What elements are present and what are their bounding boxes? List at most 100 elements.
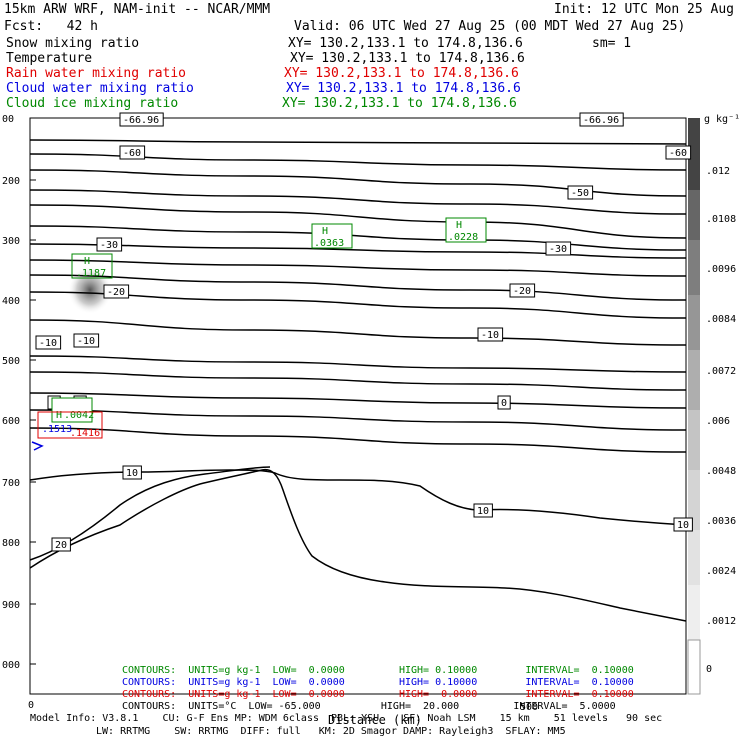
temperature-contour-line [29,139,687,145]
extremum-box [445,217,487,243]
contour-label-box [497,395,511,410]
contour-label: -66.96 [123,115,159,126]
pressure-tick-label: 600 [2,416,20,427]
temperature-contour-line [29,392,687,409]
pressure-tick-label: 400 [2,296,20,307]
extremum-box [311,223,353,249]
x-tick-label: 500 [520,702,538,713]
contour-20-line [29,466,271,561]
contour-label: -10 [77,336,95,347]
extremum-value: .0042 [64,410,94,421]
model-info-line1: Model Info: V3.8.1 CU: G-F Ens MP: WDM 6… [30,713,663,724]
colorbar-tick-label: .0012 [706,616,736,627]
field-xy-snow: XY= 130.2,133.1 to 174.8,136.6 [288,36,523,51]
cloud-ice-max-1: H .0363 [311,223,353,249]
model-title: 15km ARW WRF, NAM-init -- NCAR/MMM [4,2,271,17]
colorbar-tick-label: .0024 [706,566,736,577]
contour-label-box [51,537,71,552]
extremum-value: .0363 [314,238,344,249]
temperature-contour-line [29,319,687,346]
field-name-cloudice: Cloud ice mixing ratio [6,96,179,111]
contour-spec-temperature: CONTOURS: UNITS=°C LOW= -65.000 HIGH= 20… [122,701,616,712]
contour-label-box [96,237,123,252]
extremum-value: .1187 [76,268,106,279]
pressure-tick-label: 200 [2,176,20,187]
colorbar-tick-label: .012 [706,166,730,177]
contour-label: 0 [501,398,507,409]
contour-label-box [473,503,493,518]
contour-label-box [509,283,536,298]
colorbar-tick-label: .0048 [706,466,736,477]
extremum-letter: H [322,226,328,237]
valid-time: Valid: 06 UTC Wed 27 Aug 25 (00 MDT Wed … [294,19,686,34]
pressure-tick-label: 900 [2,600,20,611]
extremum-letter: H [56,410,62,421]
pressure-tick-label: 00 [2,114,14,125]
terrain-line [29,468,687,622]
colorbar-tick-label: 0 [706,664,712,675]
field-xy-cloudwater: XY= 130.2,133.1 to 174.8,136.6 [286,81,521,96]
contour-label: 10 [477,506,489,517]
contour-label: 10 [126,468,138,479]
contour-label-box [35,335,62,350]
colorbar: g kg⁻¹ [687,114,740,695]
extremum-value: .1416 [70,428,100,439]
contour-label-box [477,327,504,342]
cloud-ice-max-4: H .0042 [51,397,94,423]
contour-label: -20 [107,287,125,298]
field-xy-cloudice: XY= 130.2,133.1 to 174.8,136.6 [282,96,517,111]
extremum-box [51,397,93,423]
field-name-temp: Temperature [6,51,93,66]
contour-spec-rain: CONTOURS: UNITS=g kg-1 LOW= 0.0000 HIGH=… [122,689,634,700]
temperature-contours [29,139,687,453]
colorbar-segment [688,295,700,350]
contour-label-box [579,112,624,127]
temperature-contour-line [29,189,687,215]
contour-label: 20 [55,540,67,551]
colorbar-ticks: .012 .0108 .0096 .0084 .0072 .006 .0048 .0036 .0… [706,166,736,675]
colorbar-segment [688,530,700,585]
model-info-line2: LW: RRTMG SW: RRTMG DIFF: full KM: 2D Sm… [96,726,566,737]
contour-label-box [567,185,594,200]
colorbar-tick-label: .006 [706,416,730,427]
contour-10-line [29,469,687,526]
contour-label: -50 [571,188,589,199]
cloud-water-contour-fragment [31,441,44,451]
contour-spec-cloudwater: CONTOURS: UNITS=g kg-1 LOW= 0.0000 HIGH=… [122,677,634,688]
contour-label: -10 [481,330,499,341]
x-axis: 0 500 Distance (km) [28,700,538,727]
contour-label-box [122,465,142,480]
rain-max-1: .1513 .1416 [37,411,103,439]
contour-label: -60 [123,148,141,159]
temperature-contour-line [29,204,687,239]
field-extra-snow: sm= 1 [592,36,632,51]
pressure-axis: 00 200 300 400 500 600 700 800 900 000 [2,114,36,671]
temperature-contour-line [29,274,687,301]
pressure-tick-label: 500 [2,356,20,367]
pressure-tick-label: 300 [2,236,20,247]
colorbar-segment [688,240,700,295]
colorbar-segment [688,585,700,640]
colorbar-segment [688,350,700,410]
temperature-contour-line [29,427,687,453]
field-name-snow: Snow mixing ratio [6,36,140,51]
cloud-ice-max-3: H .1187 [71,253,113,279]
contour-label: 10 [677,520,689,531]
contour-label-box [103,284,130,299]
extremum-box [71,253,113,279]
contour-label-box [545,241,572,256]
extremum-value: .0228 [448,232,478,243]
pressure-tick-label: 000 [2,660,20,671]
field-xy-temp: XY= 130.2,133.1 to 174.8,136.6 [290,51,525,66]
contour-spec-cloudice: CONTOURS: UNITS=g kg-1 LOW= 0.0000 HIGH=… [122,665,634,676]
colorbar-tick-label: .0108 [706,214,736,225]
init-time: Init: 12 UTC Mon 25 Aug 25 [554,2,740,17]
pressure-tick-label: 700 [2,478,20,489]
colorbar-tick-label: .0036 [706,516,736,527]
contour-label-box [665,145,692,160]
colorbar-segment [688,470,700,530]
contour-label-box [673,517,693,532]
temperature-contour-line [29,371,687,391]
extremum-letter: H [456,220,462,231]
